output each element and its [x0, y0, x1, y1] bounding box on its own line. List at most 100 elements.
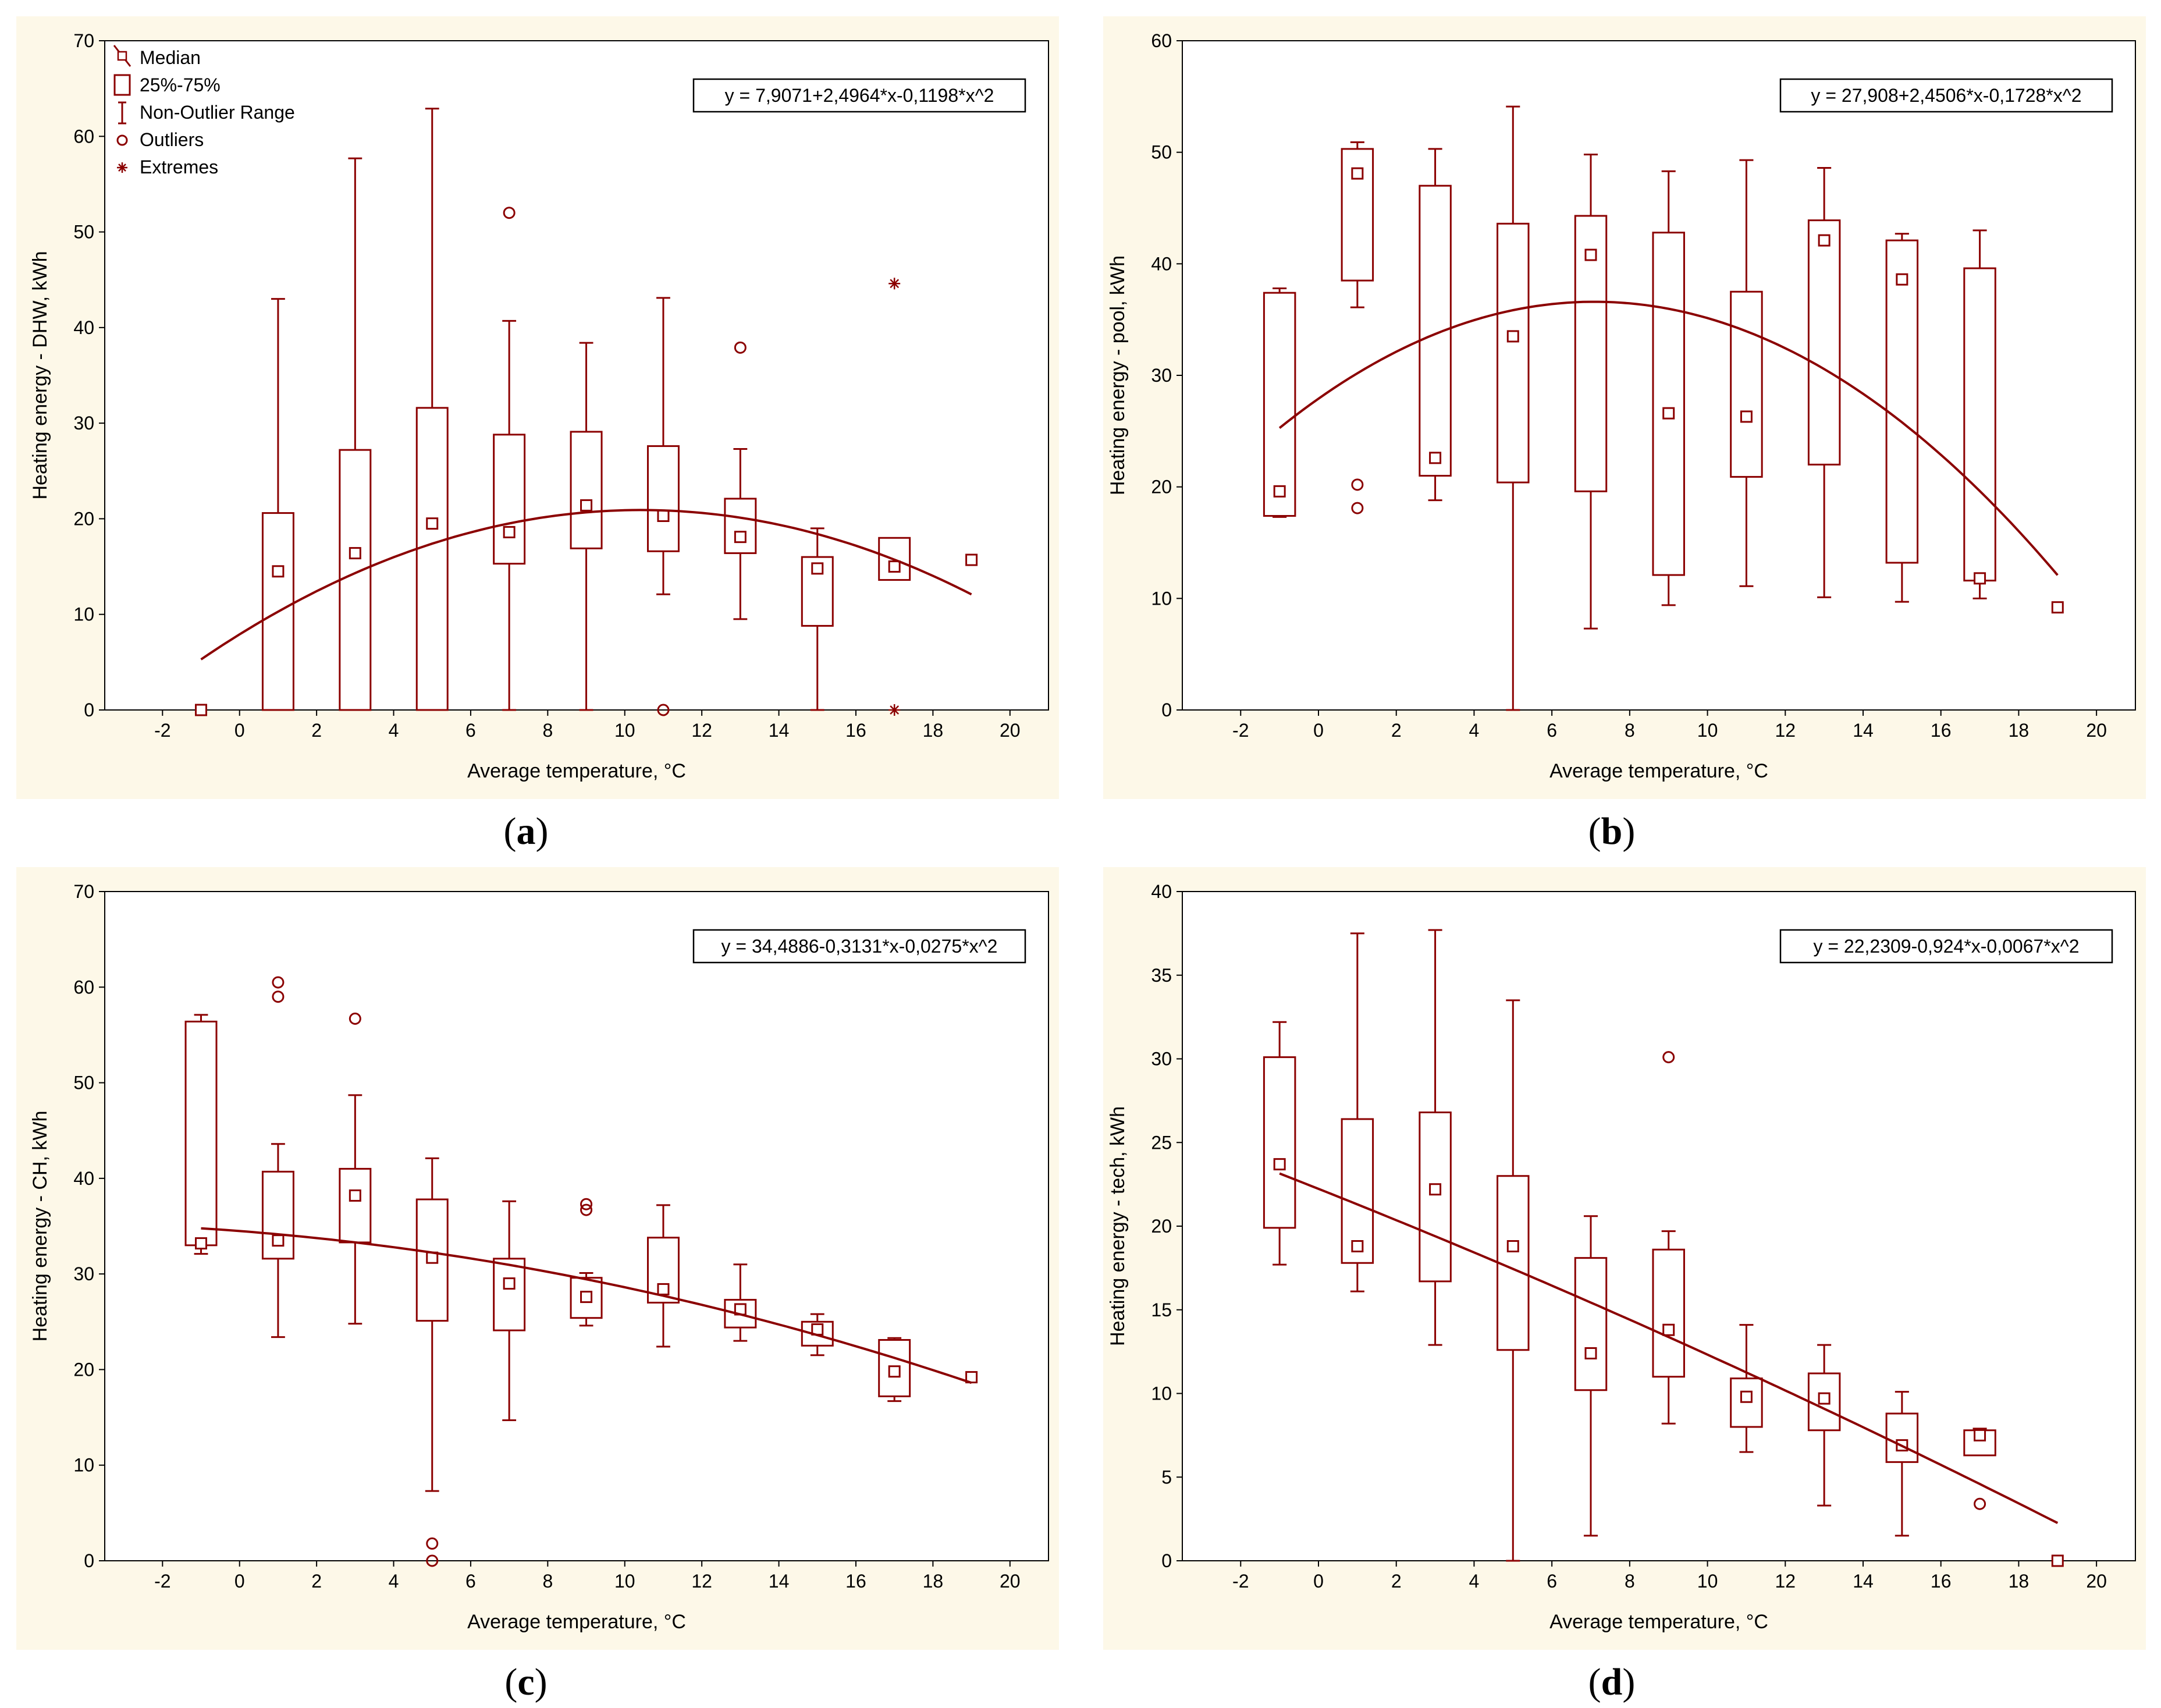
y-axis-label: Heating energy - CH, kWh — [29, 1111, 51, 1342]
y-tick-label: 40 — [73, 317, 94, 338]
median-marker — [1818, 1392, 1831, 1405]
panel-b: 0 10 20 30 40 50 60 -2 0 2 4 6 8 10 12 14 16 18 20 Average … — [1103, 16, 2146, 799]
y-tick-label: 5 — [1161, 1466, 1172, 1487]
plot-area — [104, 40, 1049, 711]
box-group — [493, 1200, 526, 1421]
y-tick-label: 35 — [1151, 965, 1172, 986]
box-group — [2051, 1554, 2064, 1567]
x-tick-label: 16 — [1931, 720, 1952, 741]
y-tick-label: 40 — [1151, 253, 1172, 274]
x-tick-label: 0 — [1313, 1571, 1324, 1592]
x-tick-label: 20 — [2086, 720, 2107, 741]
iqr-box — [261, 1170, 294, 1260]
outlier-point — [1974, 1497, 1986, 1510]
x-tick-label: 10 — [614, 720, 635, 741]
x-axis-label: Average temperature, °C — [1549, 1611, 1768, 1633]
median-marker — [888, 1365, 901, 1378]
y-tick-label: 30 — [73, 1263, 94, 1284]
y-tick-label: 20 — [1151, 1216, 1172, 1237]
y-tick-label: 60 — [1151, 30, 1172, 51]
y-tick-label: 0 — [84, 699, 94, 720]
box-group — [1263, 287, 1296, 518]
y-tick-label: 10 — [73, 1455, 94, 1476]
y-tick-label: 40 — [73, 1168, 94, 1189]
outlier-point — [657, 704, 670, 716]
iqr-box — [878, 537, 911, 581]
y-tick-label: 10 — [1151, 1383, 1172, 1404]
median-marker — [195, 704, 208, 716]
iqr-box — [724, 1299, 757, 1329]
x-tick-label: 0 — [234, 1571, 245, 1592]
y-tick-label: 25 — [1151, 1132, 1172, 1153]
x-tick-label: 10 — [1697, 1571, 1718, 1592]
box-group — [261, 976, 294, 1338]
x-tick-label: -2 — [1232, 720, 1249, 741]
box-group — [261, 298, 294, 711]
median-marker — [1351, 167, 1364, 180]
median-marker — [1818, 234, 1831, 247]
y-tick-label: 0 — [1161, 1550, 1172, 1571]
panel-a: 0 10 20 30 40 50 60 70 -2 0 2 4 6 8 10 12 14 16 18 20 Averag… — [16, 16, 1059, 799]
iqr-box — [1419, 184, 1452, 477]
median-marker — [1506, 1240, 1519, 1252]
median-marker — [1974, 1429, 1986, 1441]
iqr-box — [1341, 1118, 1374, 1264]
caption-letter: a — [517, 810, 536, 853]
extreme-stroke — [890, 279, 900, 289]
iqr-box — [570, 1277, 603, 1319]
legend-outliers-label: Outliers — [140, 129, 204, 150]
y-tick-label: 30 — [1151, 365, 1172, 386]
x-tick-label: 2 — [311, 1571, 322, 1592]
median-marker — [734, 531, 747, 544]
x-tick-label: 20 — [1000, 720, 1021, 741]
caption-letter: b — [1601, 810, 1623, 853]
x-tick-label: 4 — [1469, 720, 1480, 741]
x-tick-label: 20 — [2086, 1571, 2107, 1592]
legend-extremes-label: Extremes — [140, 157, 218, 177]
equation-text: y = 34,4886-0,3131*x-0,0275*x^2 — [721, 936, 998, 957]
equation-box — [692, 78, 1026, 113]
x-tick-label: 8 — [542, 720, 553, 741]
y-tick-label: 30 — [73, 413, 94, 434]
median-marker — [580, 1291, 593, 1304]
plot-area — [1182, 891, 2136, 1561]
median-marker — [580, 499, 593, 512]
median-marker — [1740, 1390, 1753, 1403]
median-marker — [1429, 1183, 1442, 1196]
fit-curve — [1279, 1172, 2059, 1524]
median-marker — [965, 553, 978, 566]
legend-outlier-symbol — [116, 134, 128, 146]
box-group — [1807, 1344, 1841, 1507]
x-tick-label: 6 — [465, 720, 476, 741]
median-marker — [1506, 330, 1519, 343]
equation-text: y = 22,2309-0,924*x-0,0067*x^2 — [1813, 936, 2079, 957]
x-axis-label: Average temperature, °C — [467, 1611, 686, 1633]
box-group — [878, 1337, 911, 1402]
box-group — [1730, 1324, 1763, 1453]
median-marker — [1273, 485, 1286, 498]
x-tick-label: 0 — [234, 720, 245, 741]
median-marker — [811, 562, 824, 575]
median-marker — [1662, 407, 1675, 420]
median-marker — [1896, 273, 1908, 286]
panel-caption: (c) — [504, 1661, 547, 1703]
y-tick-label: 60 — [73, 126, 94, 147]
box-group — [1341, 932, 1374, 1292]
y-tick-label: 70 — [73, 30, 94, 51]
median-marker — [2051, 1554, 2064, 1567]
x-tick-label: 10 — [614, 1571, 635, 1592]
iqr-box — [1574, 215, 1608, 492]
box-group — [1497, 999, 1530, 1562]
fit-curve — [1278, 300, 2059, 576]
x-tick-label: 4 — [1469, 1571, 1480, 1592]
panel-caption: (a) — [504, 810, 549, 853]
y-tick-label: 50 — [73, 1073, 94, 1093]
x-tick-label: 4 — [389, 720, 399, 741]
median-marker — [272, 1234, 285, 1247]
box-group — [2051, 601, 2064, 614]
outlier-point — [503, 207, 516, 219]
x-tick-label: 14 — [769, 720, 790, 741]
x-tick-label: 12 — [1775, 1571, 1796, 1592]
x-tick-label: 12 — [691, 1571, 712, 1592]
legend-median-symbol — [117, 51, 127, 61]
